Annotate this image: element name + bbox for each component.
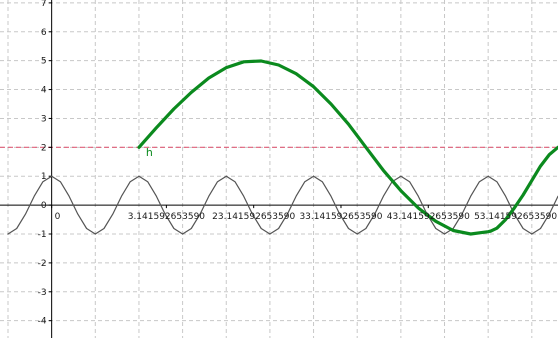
series-group	[7, 59, 558, 236]
x-tick-label: 33.141592653590	[299, 212, 382, 222]
y-tick-label: -4	[38, 317, 47, 327]
y-tick-label: 3	[41, 114, 47, 124]
function-h-curve[interactable]	[489, 145, 558, 233]
y-tick-label: 5	[41, 57, 47, 67]
sine-curve[interactable]	[7, 175, 558, 235]
y-tick-label: 2	[41, 143, 47, 153]
y-tick-label: 6	[41, 28, 47, 38]
y-tick-label: 1	[41, 172, 47, 182]
function-label: h	[146, 146, 153, 159]
x-tick-label: 0	[55, 212, 61, 222]
x-tick-label: 23.141592653590	[212, 212, 295, 222]
y-tick-label: 4	[41, 86, 47, 96]
labels: 7 6 5 4 3 2 1 0 -1 -2 -3 -4 0 3.141592653590 23.141592…	[38, 0, 558, 327]
y-tick-label: -3	[38, 288, 47, 298]
y-tick-label: -1	[38, 230, 47, 240]
y-tick-label: 7	[41, 0, 47, 9]
x-tick-label: 53.141592653590	[474, 212, 557, 222]
y-tick-label: 0	[41, 201, 47, 211]
x-tick-label: 43.141592653590	[387, 212, 470, 222]
y-tick-label: -2	[38, 259, 47, 269]
function-h-curve[interactable]	[137, 59, 493, 236]
x-tick-label: 3.141592653590	[128, 212, 206, 222]
